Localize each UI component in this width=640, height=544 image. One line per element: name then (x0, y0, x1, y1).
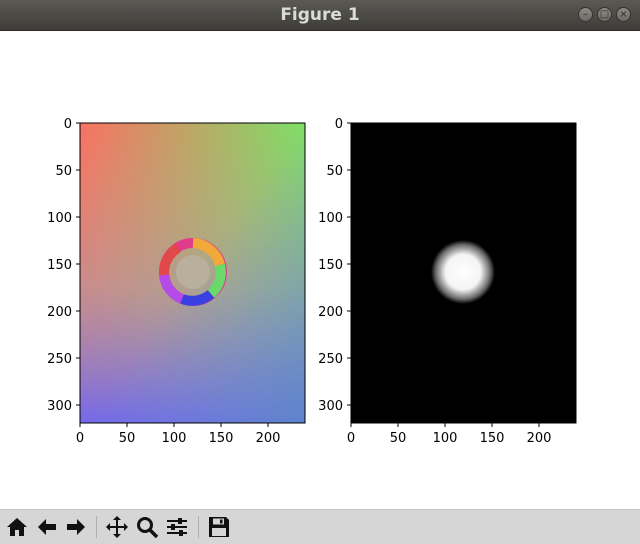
toolbar-separator (198, 516, 199, 538)
save-icon (209, 517, 229, 537)
right-ytick-label: 0 (335, 117, 343, 132)
zoom-button[interactable] (134, 514, 160, 540)
left-axes-frame (79, 122, 306, 424)
right-ytick-label: 100 (318, 211, 343, 226)
figure-canvas: 0 50 100 150 200 250 300 0 50 100 150 20… (0, 31, 640, 509)
left-xtick-label: 150 (209, 431, 234, 446)
color-ring (158, 238, 227, 306)
left-ytick-label: 150 (47, 258, 72, 273)
home-button[interactable] (4, 514, 30, 540)
forward-button[interactable] (63, 514, 89, 540)
left-y-axis (76, 122, 80, 406)
right-ytick-label: 200 (318, 305, 343, 320)
right-xtick-label: 150 (480, 431, 505, 446)
save-button[interactable] (206, 514, 232, 540)
back-arrow-icon (38, 519, 56, 535)
window-titlebar: Figure 1 – □ × (0, 0, 640, 31)
right-xtick-label: 0 (347, 431, 355, 446)
window-title: Figure 1 (280, 5, 360, 25)
zoom-icon (137, 517, 159, 539)
left-ytick-label: 0 (64, 117, 72, 132)
configure-subplots-icon (167, 518, 187, 536)
right-y-axis (347, 122, 351, 406)
right-xtick-label: 100 (433, 431, 458, 446)
close-button[interactable]: × (616, 7, 631, 22)
left-ytick-label: 50 (55, 164, 72, 179)
right-ytick-label: 50 (326, 164, 343, 179)
maximize-button[interactable]: □ (597, 7, 612, 22)
right-image (351, 123, 576, 423)
left-ytick-label: 200 (47, 305, 72, 320)
left-xtick-label: 0 (76, 431, 84, 446)
home-icon (7, 518, 27, 536)
back-button[interactable] (34, 514, 60, 540)
left-image (80, 123, 305, 423)
navigation-toolbar (0, 509, 640, 544)
forward-arrow-icon (67, 519, 85, 535)
left-x-axis (79, 423, 269, 427)
right-xtick-label: 200 (527, 431, 552, 446)
left-ytick-label: 100 (47, 211, 72, 226)
right-ytick-label: 250 (318, 352, 343, 367)
right-axes-frame (350, 122, 577, 424)
left-ytick-label: 250 (47, 352, 72, 367)
pan-button[interactable] (104, 514, 130, 540)
pan-icon (106, 516, 128, 538)
toolbar-separator (96, 516, 97, 538)
right-ytick-label: 300 (318, 399, 343, 414)
right-xtick-label: 50 (390, 431, 407, 446)
left-ytick-label: 300 (47, 399, 72, 414)
left-xtick-label: 100 (162, 431, 187, 446)
right-ytick-label: 150 (318, 258, 343, 273)
left-xtick-label: 50 (119, 431, 136, 446)
configure-subplots-button[interactable] (164, 514, 190, 540)
right-x-axis (350, 423, 540, 427)
left-xtick-label: 200 (256, 431, 281, 446)
minimize-button[interactable]: – (578, 7, 593, 22)
